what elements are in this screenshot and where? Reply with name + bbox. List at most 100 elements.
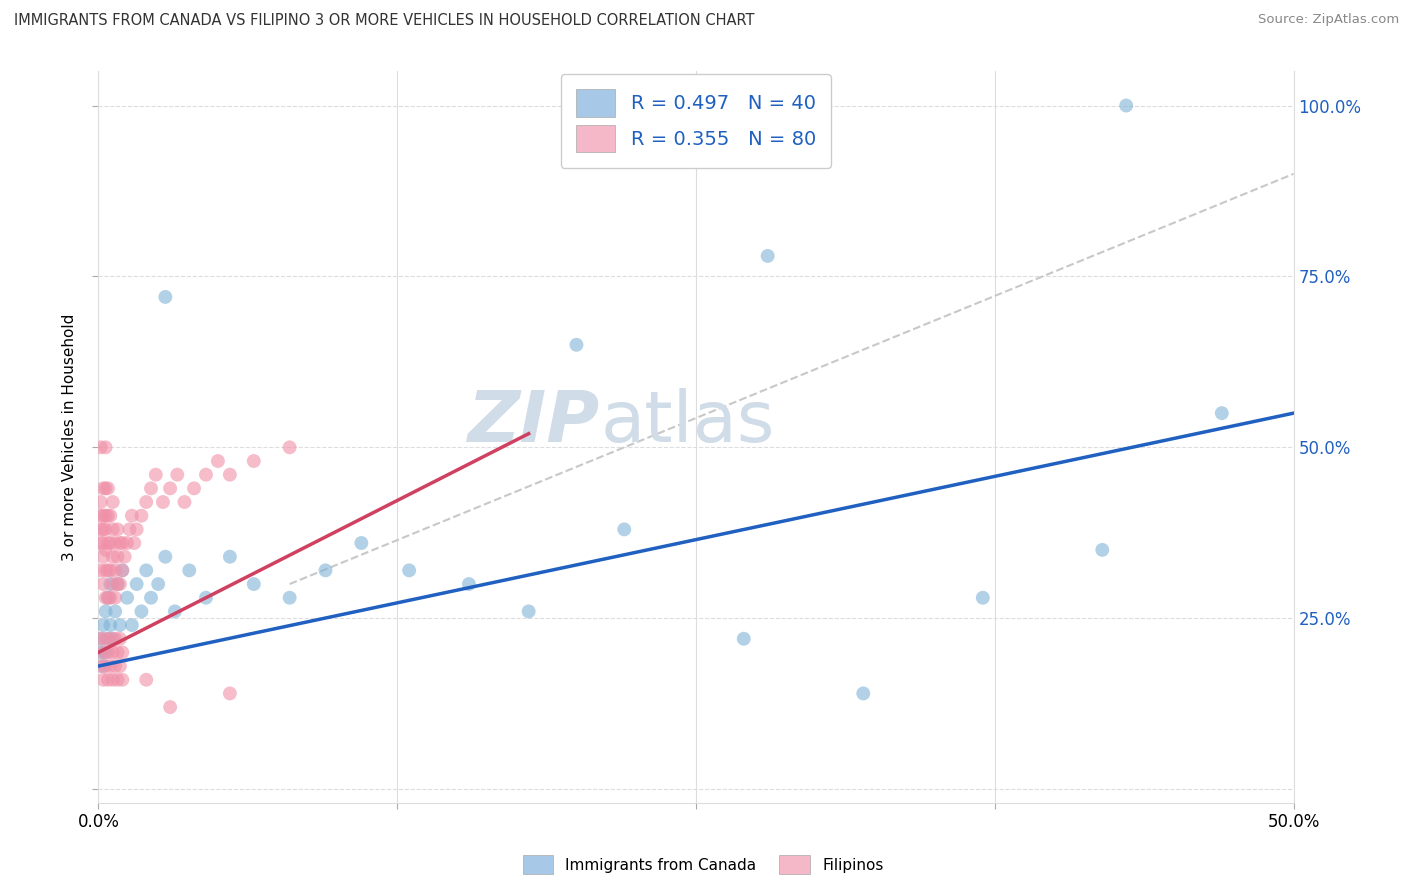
- Text: atlas: atlas: [600, 388, 775, 457]
- Point: [108, 659, 131, 673]
- Point: [98, 536, 122, 550]
- Point: [756, 249, 779, 263]
- Point: [194, 591, 218, 605]
- Point: [243, 577, 266, 591]
- Point: [613, 522, 636, 536]
- Point: [315, 563, 337, 577]
- Point: [90, 495, 112, 509]
- Point: [155, 290, 177, 304]
- Point: [115, 591, 138, 605]
- Point: [101, 673, 124, 687]
- Point: [97, 563, 120, 577]
- Point: [98, 591, 122, 605]
- Point: [101, 522, 124, 536]
- Point: [94, 508, 117, 523]
- Text: IMMIGRANTS FROM CANADA VS FILIPINO 3 OR MORE VEHICLES IN HOUSEHOLD CORRELATION C: IMMIGRANTS FROM CANADA VS FILIPINO 3 OR …: [14, 13, 755, 29]
- Point: [104, 563, 127, 577]
- Text: Source: ZipAtlas.com: Source: ZipAtlas.com: [1258, 13, 1399, 27]
- Point: [121, 508, 143, 523]
- Point: [104, 536, 127, 550]
- Point: [159, 481, 181, 495]
- Point: [145, 467, 167, 482]
- Point: [350, 536, 373, 550]
- Point: [104, 604, 127, 618]
- Point: [121, 618, 143, 632]
- Point: [101, 645, 124, 659]
- Point: [90, 508, 112, 523]
- Point: [104, 591, 127, 605]
- Point: [458, 577, 481, 591]
- Point: [139, 481, 162, 495]
- Text: ZIP: ZIP: [468, 388, 600, 457]
- Point: [135, 563, 157, 577]
- Point: [90, 659, 112, 673]
- Point: [565, 338, 588, 352]
- Y-axis label: 3 or more Vehicles in Household: 3 or more Vehicles in Household: [62, 313, 77, 561]
- Point: [219, 686, 242, 700]
- Point: [108, 577, 131, 591]
- Point: [107, 549, 129, 564]
- Point: [97, 673, 120, 687]
- Point: [91, 536, 114, 550]
- Point: [125, 577, 148, 591]
- Point: [166, 467, 188, 482]
- Point: [111, 563, 134, 577]
- Point: [183, 481, 205, 495]
- Point: [131, 604, 153, 618]
- Point: [91, 522, 114, 536]
- Point: [148, 577, 170, 591]
- Point: [111, 563, 134, 577]
- Point: [159, 700, 181, 714]
- Point: [90, 536, 112, 550]
- Point: [94, 542, 117, 557]
- Point: [91, 481, 114, 495]
- Point: [163, 604, 186, 618]
- Point: [98, 659, 122, 673]
- Point: [1091, 542, 1114, 557]
- Point: [1211, 406, 1233, 420]
- Point: [94, 481, 117, 495]
- Point: [97, 508, 120, 523]
- Point: [155, 549, 177, 564]
- Point: [94, 591, 117, 605]
- Point: [131, 508, 153, 523]
- Point: [517, 604, 540, 618]
- Point: [972, 591, 994, 605]
- Point: [124, 536, 146, 550]
- Point: [97, 645, 120, 659]
- Point: [104, 659, 127, 673]
- Point: [90, 645, 112, 659]
- Legend: Immigrants from Canada, Filipinos: Immigrants from Canada, Filipinos: [516, 849, 890, 880]
- Point: [852, 686, 875, 700]
- Point: [111, 645, 134, 659]
- Point: [278, 440, 301, 454]
- Point: [91, 549, 114, 564]
- Point: [91, 508, 114, 523]
- Legend: R = 0.497   N = 40, R = 0.355   N = 80: R = 0.497 N = 40, R = 0.355 N = 80: [561, 74, 831, 168]
- Point: [101, 495, 124, 509]
- Point: [94, 659, 117, 673]
- Point: [91, 645, 114, 659]
- Point: [243, 454, 266, 468]
- Point: [135, 673, 157, 687]
- Point: [98, 508, 122, 523]
- Point: [94, 440, 117, 454]
- Point: [1115, 98, 1137, 112]
- Point: [115, 536, 138, 550]
- Point: [97, 481, 120, 495]
- Point: [101, 577, 124, 591]
- Point: [94, 563, 117, 577]
- Point: [98, 632, 122, 646]
- Point: [91, 659, 114, 673]
- Point: [125, 522, 148, 536]
- Point: [101, 632, 124, 646]
- Point: [135, 495, 157, 509]
- Point: [219, 549, 242, 564]
- Point: [97, 536, 120, 550]
- Point: [107, 577, 129, 591]
- Point: [90, 563, 112, 577]
- Point: [118, 522, 141, 536]
- Point: [90, 522, 112, 536]
- Point: [108, 536, 131, 550]
- Point: [398, 563, 420, 577]
